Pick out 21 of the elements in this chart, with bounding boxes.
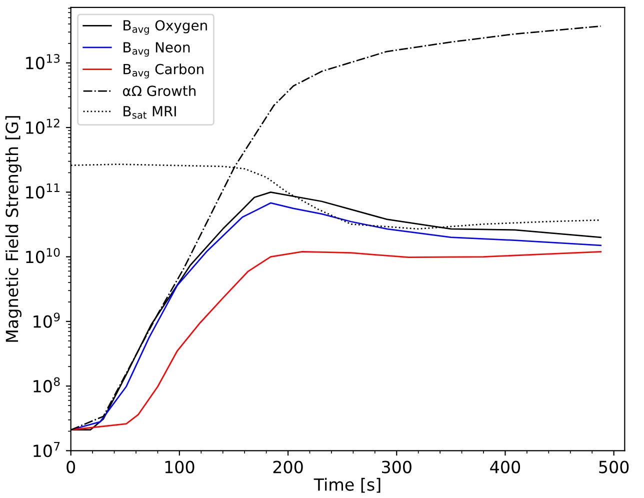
legend-label: αΩ Growth — [122, 85, 196, 96]
y-tick-label: 10$^{9}$ — [34, 312, 60, 328]
x-axis-title: Time [s] — [314, 478, 380, 493]
x-tick-label: 400 — [490, 460, 520, 474]
legend-label: B$_{avg}$ Carbon — [124, 64, 204, 78]
x-tick-label: 300 — [382, 460, 412, 474]
legend-label: B$_{avg}$ Oxygen — [124, 20, 207, 35]
y-tick-label: 10$^{10}$ — [26, 248, 60, 264]
x-tick-label: 0 — [66, 460, 76, 474]
y-tick-label: 10$^{13}$ — [26, 54, 60, 70]
x-tick-label: 100 — [165, 460, 194, 474]
y-tick-label: 10$^{7}$ — [34, 442, 60, 458]
line-series — [70, 250, 602, 431]
x-tick-label: 200 — [273, 460, 303, 474]
legend-label: B$_{avg}$ Neon — [124, 42, 190, 57]
y-tick-label: 10$^{8}$ — [34, 377, 60, 392]
x-tick-label: 500 — [599, 460, 629, 474]
y-tick-label: 10$^{11}$ — [26, 183, 60, 199]
y-axis-title: Magnetic Field Strength [G] — [5, 116, 22, 342]
y-tick-label: 10$^{12}$ — [26, 118, 60, 134]
legend-label: B$_{sat}$ MRI — [124, 106, 176, 119]
